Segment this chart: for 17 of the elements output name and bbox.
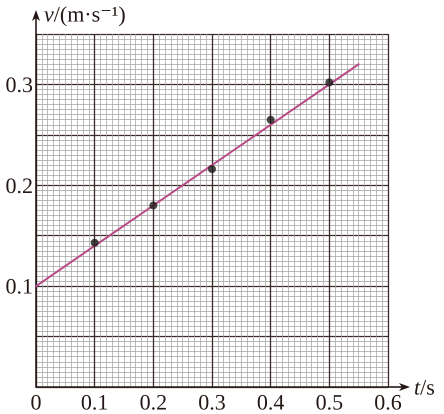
- point: [90, 238, 99, 247]
- x-tick-label: 0: [30, 390, 42, 414]
- point: [325, 78, 334, 86]
- x-tick-label: 0.3: [198, 390, 226, 414]
- x-tick-label: 0.6: [374, 390, 402, 414]
- point: [266, 116, 275, 124]
- y-axis-title: v/(m·s⁻¹): [44, 2, 126, 26]
- y-tick-label: 0.1: [6, 274, 33, 299]
- x-axis-title: t/s: [414, 374, 435, 400]
- x-tick-label: 0.1: [80, 390, 108, 414]
- point: [149, 201, 158, 210]
- y-tick-label: 0.3: [6, 72, 33, 97]
- y-tick-label: 0.2: [6, 172, 33, 198]
- x-tick-label: 0.4: [256, 390, 284, 414]
- x-tick-label: 0.2: [140, 390, 168, 414]
- x-tick-label: 0.5: [316, 390, 344, 414]
- point: [208, 165, 216, 174]
